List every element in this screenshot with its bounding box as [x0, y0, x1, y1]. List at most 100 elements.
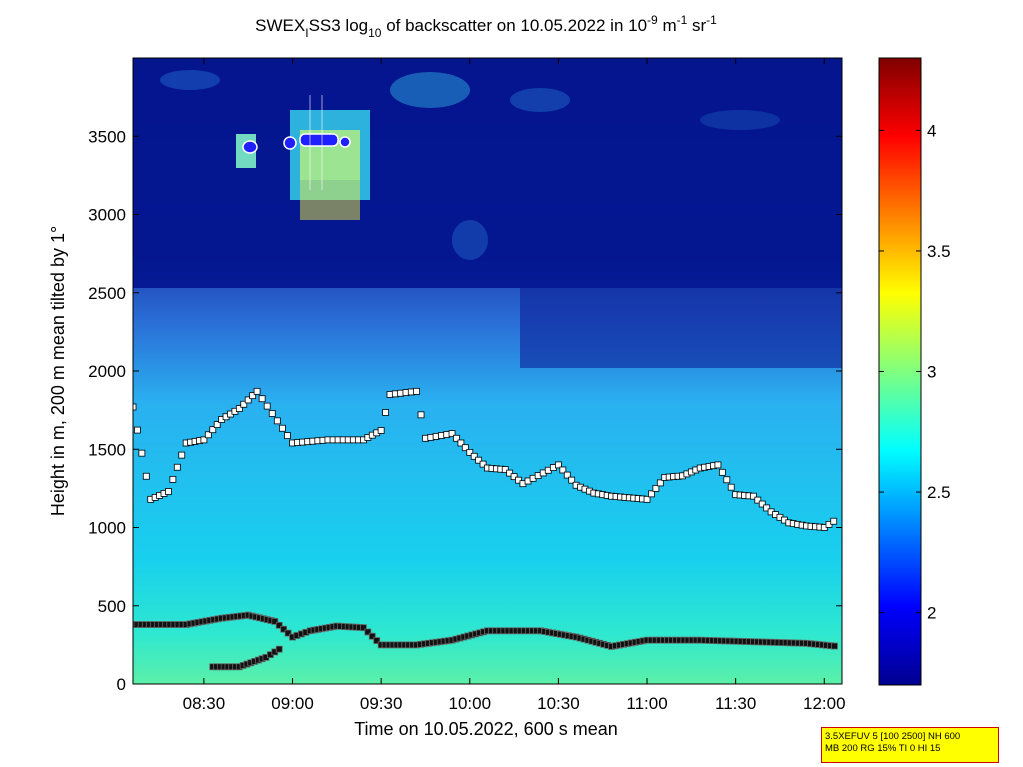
surface-layer-marker [280, 625, 288, 633]
colorbar [878, 57, 922, 686]
cloud-base-marker [244, 396, 252, 404]
y-tick-label-4: 2000 [88, 362, 126, 381]
cloud-base-marker [253, 387, 261, 395]
cloud-base-marker [134, 426, 141, 434]
cloud-base-marker [648, 490, 655, 498]
cloud-base-marker [213, 421, 221, 429]
rising-layer-marker [275, 645, 283, 653]
cloud-base-marker [413, 387, 421, 395]
cloud-base-marker [559, 466, 567, 474]
cb-tick-label-3: 3.5 [927, 242, 951, 261]
info-box: 3.5XEFUV 5 [100 2500] NH 600 MB 200 RG 1… [821, 727, 999, 763]
x-tick-label-2: 09:30 [360, 694, 403, 713]
cloud-base-marker [258, 395, 266, 403]
cloud-base-marker [417, 411, 425, 419]
cloud-base-marker [457, 439, 465, 447]
surface-layer-marker [271, 618, 279, 625]
x-axis-label: Time on 10.05.2022, 600 s mean [354, 719, 618, 739]
y-tick-label-3: 1500 [88, 440, 126, 459]
y-tick-label-0: 0 [117, 675, 126, 694]
plot-area [133, 58, 842, 684]
x-tick-label-6: 11:30 [715, 694, 756, 713]
cloud-base-marker [173, 463, 181, 471]
cloud-base-marker [263, 402, 271, 410]
cloud-base-marker [200, 436, 208, 444]
surface-layer-marker [360, 624, 367, 632]
cloud-base-marker [382, 409, 389, 416]
cloud-base-marker [568, 476, 576, 484]
cloud-base-marker [142, 472, 150, 480]
y-axis-label: Height in m, 200 m mean tilted by 1° [48, 226, 68, 516]
x-tick-label-7: 12:00 [803, 694, 846, 713]
layer-markers [133, 387, 838, 671]
cloud-base-marker [510, 473, 518, 481]
surface-layer-marker [831, 642, 838, 650]
cloud-base-marker [727, 483, 735, 491]
cloud-base-marker [723, 476, 731, 484]
cloud-base-marker [555, 461, 562, 469]
y-tick-label-2: 1000 [88, 519, 126, 538]
cloud-base-marker [249, 392, 257, 400]
cloud-base-marker [479, 460, 487, 468]
cloud-base-marker [133, 403, 137, 411]
cloud-base-marker [377, 427, 385, 434]
y-tick-label-6: 3000 [88, 206, 126, 225]
y-axis: 0 500 1000 1500 2000 2500 3000 3500 [88, 127, 842, 694]
cb-tick-label-0: 2 [927, 604, 936, 623]
cloud-base-marker [178, 451, 186, 459]
cloud-base-marker [749, 492, 757, 500]
cloud-base-marker [466, 448, 474, 456]
x-tick-label-1: 09:00 [271, 694, 314, 713]
cloud-base-marker [718, 468, 726, 476]
y-tick-label-5: 2500 [88, 284, 126, 303]
x-tick-label-0: 08:30 [183, 694, 226, 713]
surface-layer-marker [368, 632, 376, 640]
cloud-base-marker [563, 471, 571, 479]
cloud-base-marker [204, 431, 212, 439]
surface-layer-marker [364, 628, 372, 636]
cloud-base-marker [754, 496, 762, 504]
x-axis: 08:30 09:00 09:30 10:00 10:30 11:00 11:30 12:00 [183, 58, 846, 713]
surface-layer-marker [275, 621, 283, 629]
cloud-base-marker [656, 479, 664, 487]
cloud-base-marker [643, 495, 651, 503]
surface-layer-marker [373, 637, 381, 644]
cloud-base-marker [138, 449, 146, 457]
cb-tick-label-2: 3 [927, 363, 936, 382]
cloud-base-marker [235, 405, 243, 412]
cloud-base-marker [470, 452, 478, 460]
cloud-base-marker [461, 444, 469, 452]
cloud-base-marker [475, 456, 483, 464]
cloud-base-marker [758, 500, 766, 508]
y-tick-label-1: 500 [98, 597, 126, 616]
cloud-base-marker [506, 469, 514, 477]
cloud-base-marker [448, 430, 456, 438]
cloud-base-marker [240, 400, 248, 408]
info-line-1: 3.5XEFUV 5 [100 2500] NH 600 [825, 731, 961, 742]
cloud-base-marker [209, 426, 217, 434]
surface-layer-marker [284, 629, 292, 637]
cloud-base-marker [515, 476, 522, 484]
cloud-base-marker [273, 417, 281, 425]
cloud-base-marker [169, 475, 177, 483]
cloud-base-marker [278, 424, 286, 432]
cloud-base-marker [284, 432, 291, 440]
cb-tick-label-1: 2.5 [927, 483, 951, 502]
y-tick-label-7: 3500 [88, 127, 126, 146]
cloud-base-marker [453, 434, 460, 442]
x-tick-label-4: 10:30 [537, 694, 580, 713]
cloud-base-marker [165, 488, 172, 495]
cloud-base-marker [652, 484, 660, 492]
cb-tick-label-4: 4 [927, 121, 936, 140]
cloud-base-marker [714, 461, 722, 469]
cloud-base-marker [763, 504, 771, 512]
x-tick-label-5: 11:00 [626, 694, 667, 713]
colorbar-axis: 2 2.5 3 3.5 4 [879, 121, 951, 623]
cloud-base-marker [830, 517, 838, 525]
info-line-2: MB 200 RG 15% TI 0 HI 15 [825, 743, 941, 754]
chart-title: SWEXISS3 log10 of backscatter on 10.05.2… [255, 13, 717, 40]
cloud-base-marker [268, 410, 276, 417]
cloud-base-marker [501, 466, 509, 473]
x-tick-label-3: 10:00 [449, 694, 492, 713]
